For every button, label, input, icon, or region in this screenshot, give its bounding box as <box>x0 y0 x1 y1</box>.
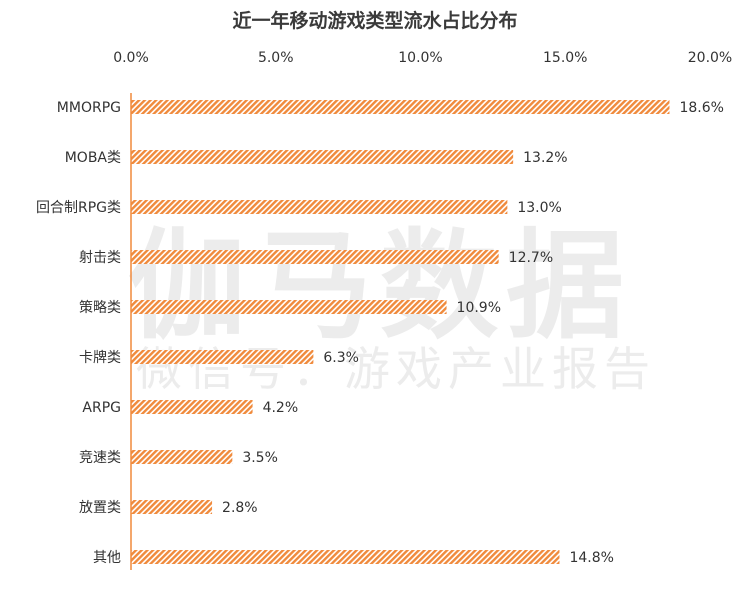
bar <box>131 100 670 114</box>
category-label: 策略类 <box>79 299 121 316</box>
x-tick-label: 15.0% <box>543 50 587 66</box>
bar <box>131 400 253 414</box>
category-label: 卡牌类 <box>79 349 121 366</box>
x-tick-label: 5.0% <box>258 50 294 66</box>
category-label: MOBA类 <box>65 150 121 166</box>
bar <box>131 250 499 264</box>
category-label: MMORPG <box>57 100 121 116</box>
data-label: 3.5% <box>242 450 278 466</box>
bar <box>131 150 514 164</box>
data-label: 18.6% <box>679 100 723 116</box>
category-label: 射击类 <box>79 250 121 266</box>
category-label: 竞速类 <box>79 449 121 466</box>
bar <box>131 550 560 564</box>
data-label: 4.2% <box>263 400 299 416</box>
category-label: 其他 <box>93 550 121 566</box>
category-label: ARPG <box>82 400 121 416</box>
bar <box>131 300 447 314</box>
data-label: 13.2% <box>523 150 567 166</box>
data-label: 14.8% <box>569 550 613 566</box>
data-label: 13.0% <box>517 200 561 216</box>
bar <box>131 450 233 464</box>
data-label: 2.8% <box>222 500 258 516</box>
x-tick-label: 10.0% <box>398 50 442 66</box>
x-tick-label: 20.0% <box>688 50 732 66</box>
x-tick-label: 0.0% <box>113 50 149 66</box>
data-label: 10.9% <box>457 300 501 316</box>
bar <box>131 350 314 364</box>
bar <box>131 500 213 514</box>
category-label: 放置类 <box>79 500 121 516</box>
bar <box>131 200 508 214</box>
chart-title: 近一年移动游戏类型流水占比分布 <box>232 10 518 32</box>
data-label: 12.7% <box>509 250 553 266</box>
data-label: 6.3% <box>323 350 359 366</box>
category-label: 回合制RPG类 <box>36 200 121 216</box>
